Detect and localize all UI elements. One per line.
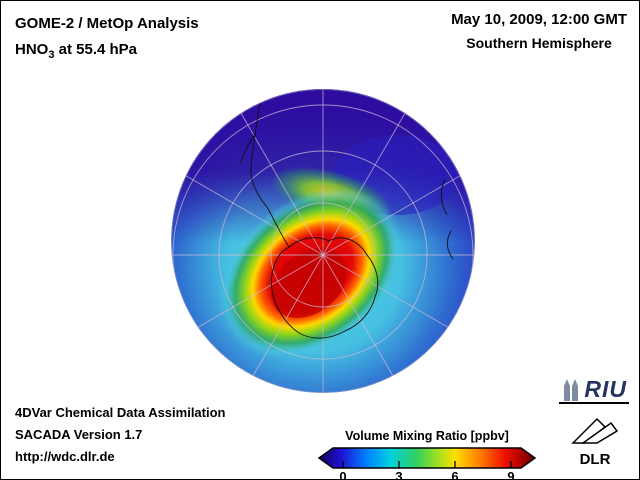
colorbar-tick-label-0: 0: [339, 469, 347, 480]
species-level-subtitle: HNO3 at 55.4 hPa: [15, 37, 199, 68]
species-name: HNO: [15, 41, 49, 58]
colorbar-tick-label-3: 3: [395, 469, 403, 480]
credit-line-assimilation: 4DVar Chemical Data Assimilation: [15, 405, 226, 420]
pressure-level: at 55.4 hPa: [54, 41, 138, 58]
high-value-core: [271, 247, 347, 319]
colorbar-tick-label-6: 6: [451, 469, 459, 480]
species-subscript: 3: [48, 49, 55, 61]
hemisphere-map: [171, 89, 475, 393]
page-title: GOME-2 / MetOp Analysis: [15, 15, 199, 32]
coastlines: [240, 96, 454, 339]
riu-logo-label: RIU: [584, 376, 627, 402]
dlr-bird-icon: [571, 417, 619, 444]
colorbar-tick-label-9: 9: [507, 469, 515, 480]
datetime-region: May 10, 2009, 12:00 GMT Southern Hemisph…: [451, 11, 627, 51]
figure-titles: GOME-2 / MetOp Analysis HNO3 at 55.4 hPa: [15, 11, 199, 68]
colorbar-tick-marks: [342, 461, 512, 468]
region-label: Southern Hemisphere: [466, 35, 612, 51]
dlr-logo: DLR: [565, 415, 625, 468]
graticule: [171, 89, 475, 393]
riu-logo: RIU: [559, 377, 629, 404]
datetime-label: May 10, 2009, 12:00 GMT: [451, 11, 627, 28]
credits: 4DVar Chemical Data Assimilation SACADA …: [15, 402, 226, 468]
riu-cathedral-icon: [564, 379, 579, 401]
credit-line-version: SACADA Version 1.7: [15, 427, 143, 442]
colorbar-title: Volume Mixing Ratio [ppbv]: [345, 429, 509, 443]
colorbar: [317, 447, 537, 469]
colorbar-gradient-bar: [317, 447, 537, 469]
dlr-logo-label: DLR: [579, 451, 611, 468]
credit-line-url: http://wdc.dlr.de: [15, 449, 115, 464]
